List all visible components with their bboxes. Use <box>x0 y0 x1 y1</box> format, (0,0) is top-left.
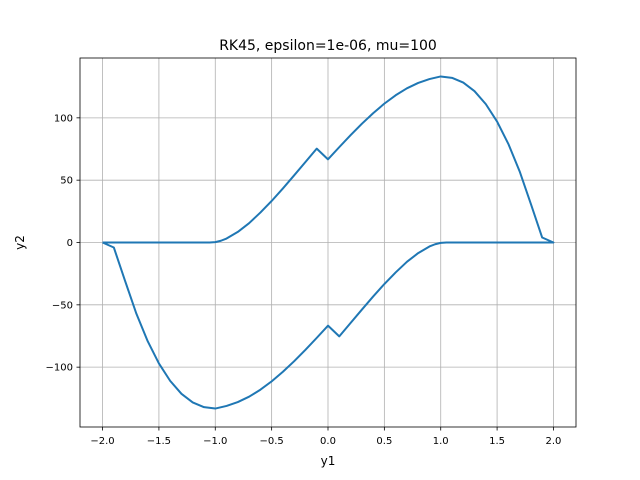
x-tick-label: −0.5 <box>259 436 283 447</box>
x-tick-label: −1.5 <box>147 436 171 447</box>
x-tick-label: 2.0 <box>546 436 562 447</box>
x-tick-label: −2.0 <box>90 436 114 447</box>
tick-layer: −2.0 −1.5 −1.0 −0.5 0.0 0.5 1.0 1.5 2.0 −100 −50 0 5… <box>46 113 562 447</box>
x-axis-label: y1 <box>321 454 336 468</box>
y-tick-label: −100 <box>46 363 73 374</box>
chart-title: RK45, epsilon=1e-06, mu=100 <box>219 38 437 54</box>
y-tick-label: 50 <box>60 176 73 187</box>
y-axis-label: y2 <box>13 235 27 250</box>
x-tick-label: 0.0 <box>320 436 336 447</box>
y-tick-label: 0 <box>67 238 73 249</box>
series-layer <box>102 75 555 410</box>
x-tick-label: 1.0 <box>433 436 449 447</box>
y-tick-label: −50 <box>52 300 73 311</box>
x-tick-label: 1.5 <box>489 436 505 447</box>
series-line <box>102 75 555 410</box>
x-tick-label: 0.5 <box>376 436 392 447</box>
x-tick-label: −1.0 <box>203 436 227 447</box>
y-tick-label: 100 <box>54 113 73 124</box>
